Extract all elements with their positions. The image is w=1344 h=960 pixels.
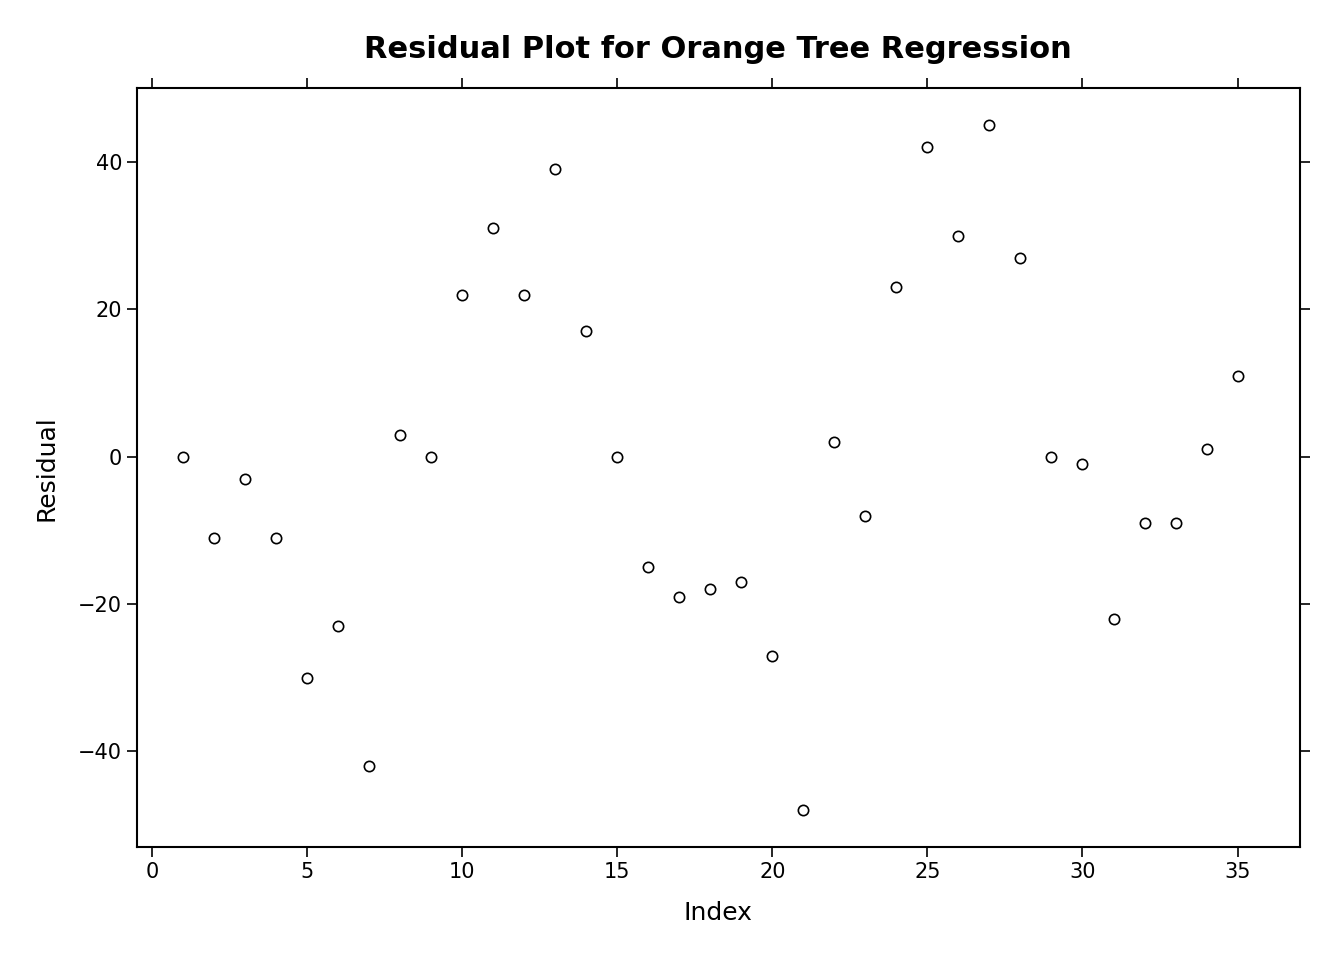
Point <box>793 803 814 818</box>
Point <box>978 117 1000 132</box>
Point <box>731 574 753 589</box>
Point <box>328 618 349 634</box>
Point <box>359 758 380 774</box>
Point <box>1165 516 1187 531</box>
Point <box>762 648 784 663</box>
Point <box>1134 516 1156 531</box>
Point <box>824 434 845 449</box>
Point <box>700 582 722 597</box>
Point <box>297 670 319 685</box>
Point <box>917 139 938 155</box>
Point <box>482 221 504 236</box>
Point <box>637 560 659 575</box>
Title: Residual Plot for Orange Tree Regression: Residual Plot for Orange Tree Regression <box>364 35 1073 63</box>
Point <box>606 449 628 465</box>
X-axis label: Index: Index <box>684 901 753 925</box>
Point <box>513 287 535 302</box>
Point <box>669 589 691 605</box>
Point <box>203 530 224 545</box>
Point <box>1196 442 1218 457</box>
Point <box>886 279 907 295</box>
Point <box>1103 612 1125 627</box>
Point <box>390 427 411 443</box>
Point <box>452 287 473 302</box>
Point <box>172 449 194 465</box>
Point <box>948 228 969 243</box>
Y-axis label: Residual: Residual <box>35 415 59 520</box>
Point <box>421 449 442 465</box>
Point <box>1009 250 1031 265</box>
Point <box>575 324 597 339</box>
Point <box>1227 368 1249 383</box>
Point <box>544 161 566 177</box>
Point <box>855 508 876 523</box>
Point <box>234 471 255 487</box>
Point <box>1071 456 1093 471</box>
Point <box>1040 449 1062 465</box>
Point <box>266 530 288 545</box>
